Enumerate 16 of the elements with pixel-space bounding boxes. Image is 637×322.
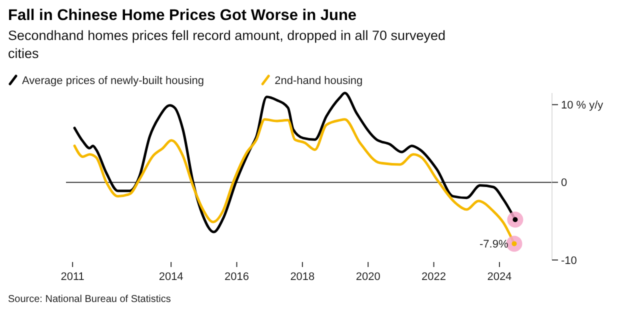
chart-subtitle: Secondhand homes prices fell record amount, dropped in all 70 surveyed cities [8, 28, 446, 61]
x-tick-label: 2011 [60, 271, 84, 283]
x-tick-label: 2022 [422, 271, 446, 283]
x-tick-label: 2018 [290, 271, 315, 283]
x-tick-label: 2024 [487, 271, 512, 283]
legend-label: 2nd-hand housing [274, 75, 363, 87]
x-tick-label: 2020 [356, 271, 380, 283]
y-tick-label: 0 [561, 177, 568, 190]
annotation: -7.9% [479, 238, 508, 251]
legend-label: Average prices of newly-built housing [22, 75, 204, 87]
y-tick-label: 10 % y/y [561, 100, 604, 112]
y-tick-label: -10 [561, 254, 577, 267]
x-tick-label: 2014 [158, 271, 184, 283]
x-tick-label: 2016 [224, 271, 249, 283]
source-note: Source: National Bureau of Statistics [8, 294, 171, 305]
chart-title: Fall in Chinese Home Prices Got Worse in June [8, 7, 357, 24]
